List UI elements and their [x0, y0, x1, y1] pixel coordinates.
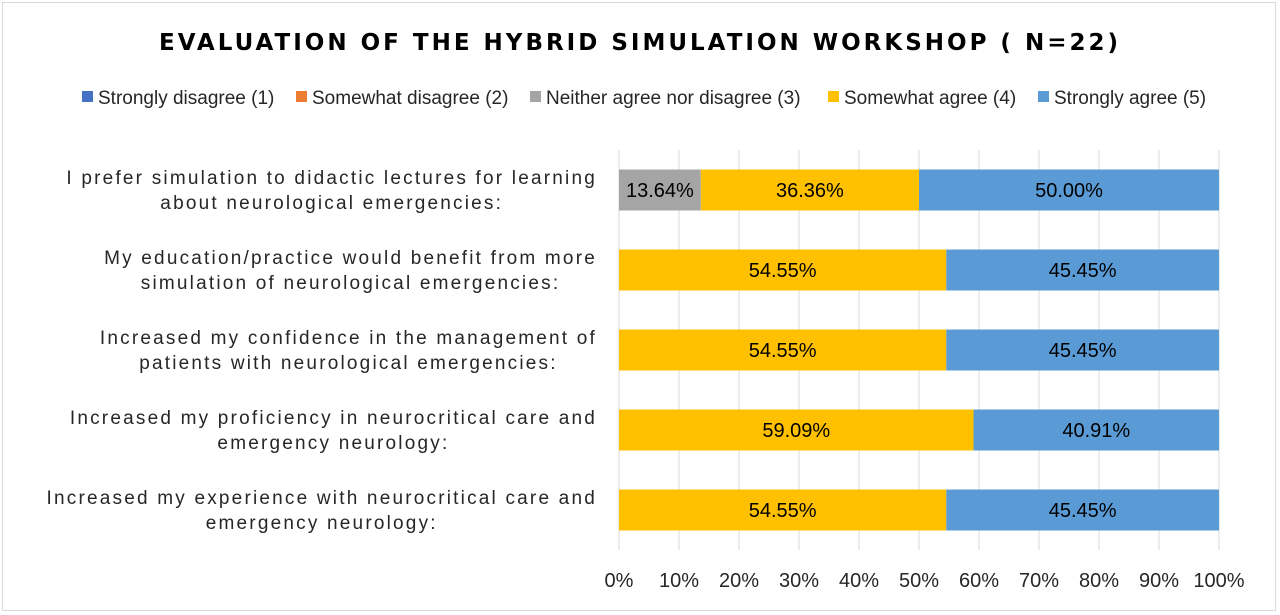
x-tick-label-8: 80% [1079, 570, 1119, 592]
legend-swatch-2 [530, 91, 541, 102]
legend-swatch-1 [296, 91, 307, 102]
bar-segment-2-4 [946, 329, 1219, 371]
data-label-4-3: 54.55% [749, 500, 817, 522]
category-label-3: Increased my proficiency in neurocritica… [70, 408, 597, 454]
category-label-line-1: I prefer simulation to didactic lectures… [66, 168, 597, 189]
data-label-3-4: 40.91% [1062, 420, 1130, 442]
category-label-line-1: Increased my proficiency in neurocritica… [70, 408, 597, 429]
bar-segment-2-3 [619, 329, 947, 371]
category-label-line-2: simulation of neurological emergencies: [141, 273, 561, 294]
data-label-0-2: 13.64% [626, 180, 694, 202]
legend-label-2: Neither agree nor disagree (3) [546, 88, 801, 109]
bar-segment-0-4 [919, 169, 1219, 211]
legend-label-3: Somewhat agree (4) [844, 88, 1016, 109]
category-label-0: I prefer simulation to didactic lectures… [66, 168, 597, 214]
bar-segment-4-3 [619, 489, 947, 531]
data-label-1-4: 45.45% [1049, 260, 1117, 282]
x-tick-label-5: 50% [899, 570, 939, 592]
bar-segment-4-4 [946, 489, 1219, 531]
bar-segment-3-4 [973, 409, 1219, 451]
category-label-4: Increased my experience with neurocritic… [47, 488, 597, 534]
legend-swatch-3 [828, 91, 839, 102]
x-tick-label-1: 10% [659, 570, 699, 592]
category-label-line-2: patients with neurological emergencies: [139, 353, 558, 374]
data-label-0-3: 36.36% [776, 180, 844, 202]
legend-swatch-4 [1038, 91, 1049, 102]
bars: 13.64% 36.36% 50.00% 54.55% 45.45% 54.55% 45.4… [619, 169, 1219, 531]
category-label-line-2: about neurological emergencies: [160, 193, 503, 214]
category-label-line-1: My education/practice would benefit from… [104, 248, 597, 269]
bar-segment-1-4 [946, 249, 1219, 291]
legend-label-1: Somewhat disagree (2) [312, 88, 508, 109]
x-axis-ticks: 0% 10% 20% 30% 40% 50% 60% 70% 80% 90% 100% [605, 570, 1245, 592]
category-label-line-2: emergency neurology: [206, 513, 438, 534]
data-label-4-4: 45.45% [1049, 500, 1117, 522]
bar-segment-1-3 [619, 249, 947, 291]
x-tick-label-2: 20% [719, 570, 759, 592]
x-tick-label-3: 30% [779, 570, 819, 592]
x-tick-label-6: 60% [959, 570, 999, 592]
x-tick-label-10: 100% [1193, 570, 1244, 592]
bar-segment-0-2 [619, 169, 701, 211]
legend-swatch-0 [82, 91, 93, 102]
category-labels: I prefer simulation to didactic lectures… [47, 168, 597, 534]
data-label-3-3: 59.09% [762, 420, 830, 442]
bar-segment-0-3 [700, 169, 919, 211]
data-label-2-3: 54.55% [749, 340, 817, 362]
chart-title: EVALUATION OF THE HYBRID SIMULATION WORK… [159, 30, 1121, 56]
x-tick-label-9: 90% [1139, 570, 1179, 592]
category-label-line-1: Increased my experience with neurocritic… [47, 488, 597, 509]
category-label-1: My education/practice would benefit from… [104, 248, 597, 294]
legend-label-0: Strongly disagree (1) [98, 88, 274, 109]
data-label-1-3: 54.55% [749, 260, 817, 282]
category-label-line-1: Increased my confidence in the managemen… [100, 328, 597, 349]
legend: Strongly disagree (1) Somewhat disagree (… [82, 88, 1206, 109]
legend-label-4: Strongly agree (5) [1054, 88, 1206, 109]
data-label-0-4: 50.00% [1035, 180, 1103, 202]
x-tick-label-0: 0% [605, 570, 634, 592]
x-tick-label-7: 70% [1019, 570, 1059, 592]
data-label-2-4: 45.45% [1049, 340, 1117, 362]
category-label-line-2: emergency neurology: [217, 433, 449, 454]
x-tick-label-4: 40% [839, 570, 879, 592]
bar-segment-3-3 [619, 409, 974, 451]
category-label-2: Increased my confidence in the managemen… [100, 328, 597, 374]
